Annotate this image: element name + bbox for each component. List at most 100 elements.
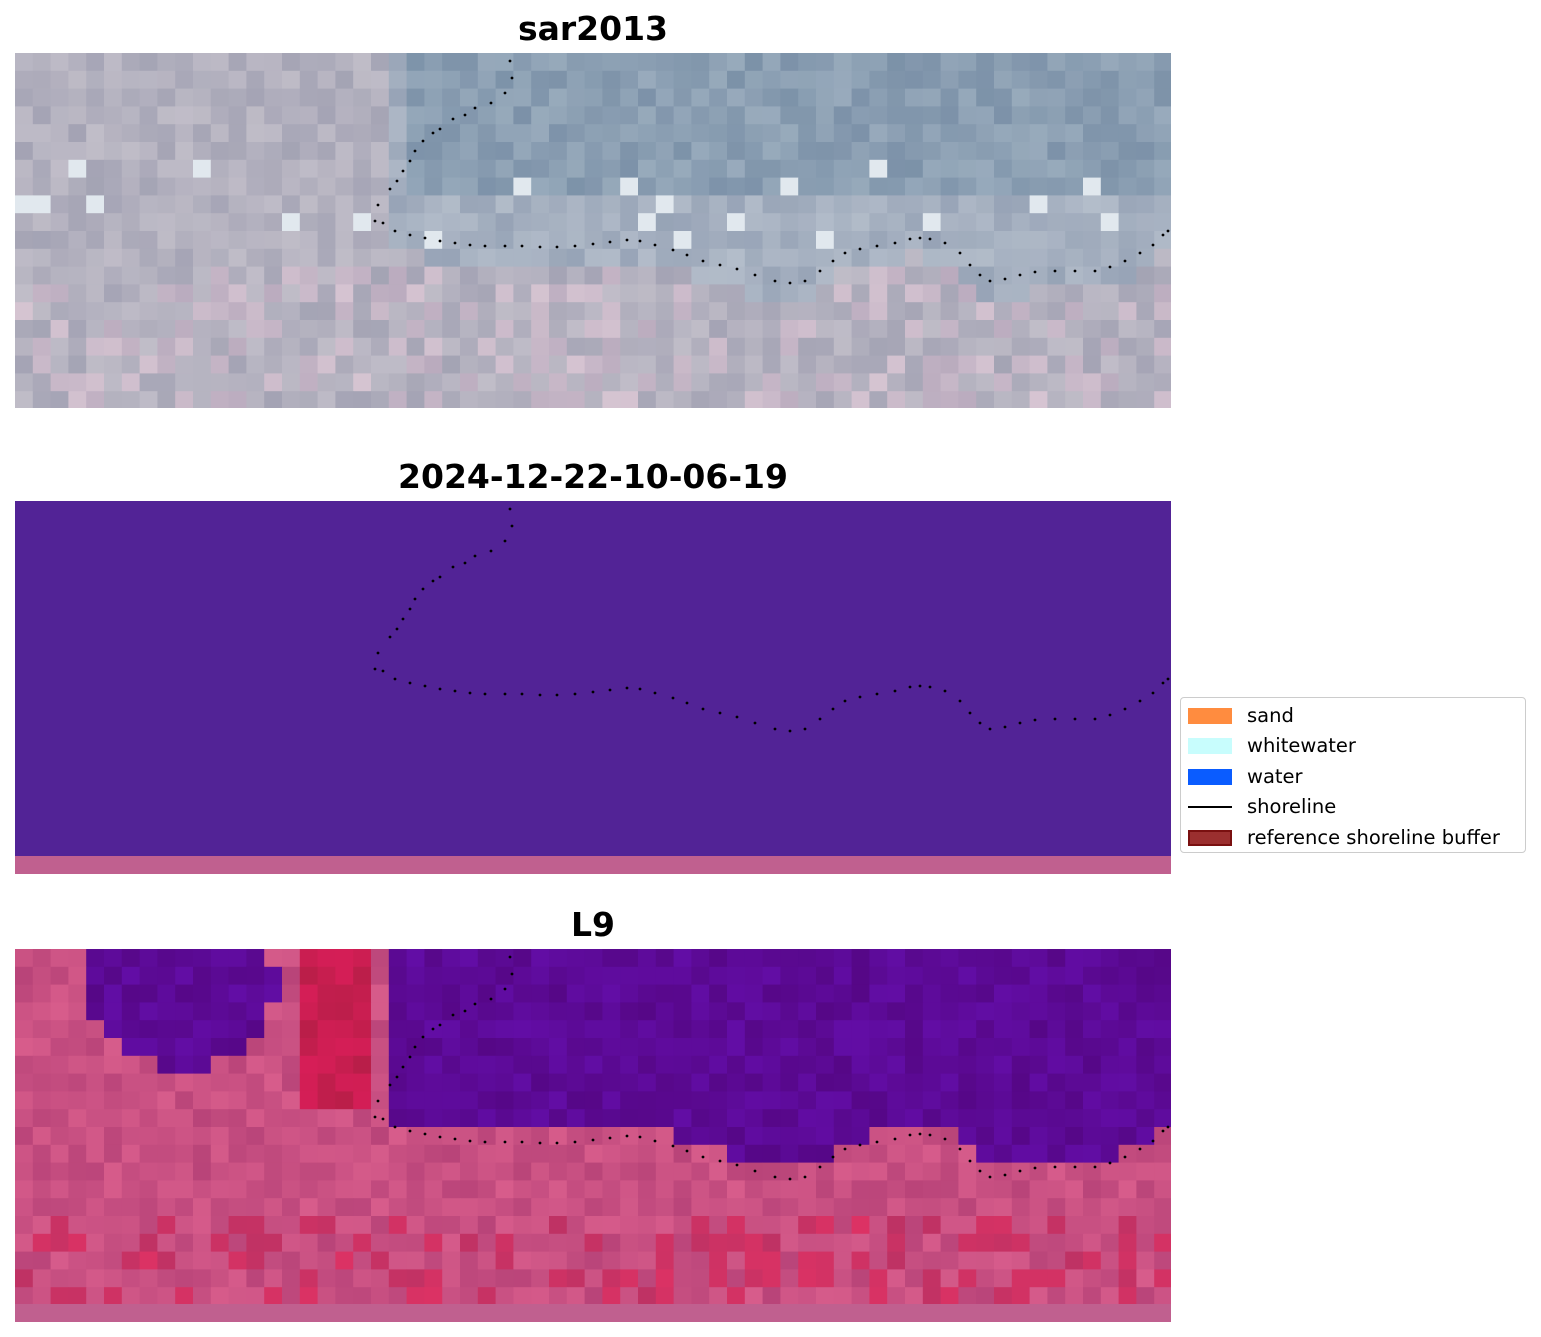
rgb-pixel <box>1118 391 1137 408</box>
index-pixel <box>15 984 34 1003</box>
index-pixel <box>228 1091 247 1110</box>
index-pixel <box>1065 1038 1084 1057</box>
index-pixel <box>691 984 710 1003</box>
index-pixel <box>762 949 781 968</box>
index-pixel <box>727 949 746 968</box>
shoreline-point <box>858 247 862 251</box>
index-pixel <box>477 1180 497 1199</box>
rgb-pixel <box>655 302 675 321</box>
index-pixel <box>68 1269 87 1288</box>
rgb-pixel <box>869 266 888 285</box>
index-pixel <box>798 1216 817 1235</box>
index-pixel <box>602 1180 621 1199</box>
index-pixel <box>1047 1109 1066 1128</box>
rgb-pixel <box>620 284 639 303</box>
index-pixel <box>994 1038 1013 1057</box>
rgb-pixel <box>15 88 34 107</box>
index-pixel <box>406 1162 425 1181</box>
rgb-pixel <box>1029 53 1048 72</box>
rgb-pixel <box>460 231 479 250</box>
index-pixel <box>851 1038 870 1057</box>
legend-label-reference-buffer: reference shoreline buffer <box>1247 825 1500 849</box>
rgb-pixel <box>1083 124 1102 143</box>
rgb-pixel <box>531 373 550 392</box>
index-pixel <box>940 1269 959 1288</box>
index-pixel <box>869 1162 888 1181</box>
rgb-pixel <box>780 231 799 250</box>
index-pixel <box>335 1162 354 1181</box>
index-pixel <box>104 1002 123 1021</box>
index-pixel <box>317 1251 336 1270</box>
index-pixel <box>104 1216 123 1235</box>
index-pixel <box>922 1127 942 1146</box>
index-pixel <box>157 1180 176 1199</box>
shoreline-point <box>875 244 879 248</box>
rgb-pixel <box>68 159 87 179</box>
rgb-pixel <box>104 337 123 357</box>
index-pixel <box>388 1055 408 1075</box>
rgb-pixel <box>566 231 586 250</box>
index-pixel <box>655 1002 675 1021</box>
rgb-pixel <box>1011 177 1031 196</box>
rgb-pixel <box>50 337 69 357</box>
index-pixel <box>121 1002 141 1021</box>
rgb-pixel <box>513 70 532 90</box>
index-pixel <box>388 984 408 1003</box>
index-pixel <box>1065 1127 1084 1146</box>
index-pixel <box>780 984 799 1003</box>
rgb-pixel <box>584 159 603 179</box>
rgb-pixel <box>50 159 69 179</box>
index-pixel <box>335 1055 354 1075</box>
rgb-pixel <box>638 266 657 285</box>
rgb-pixel <box>157 302 176 321</box>
index-pixel <box>1100 1180 1120 1199</box>
shoreline-point <box>555 245 559 249</box>
shoreline-point <box>421 1035 425 1039</box>
index-pixel <box>887 949 906 968</box>
shoreline-point <box>421 587 425 591</box>
rgb-pixel <box>673 53 692 72</box>
rgb-pixel <box>744 248 764 268</box>
index-pixel <box>175 1144 194 1164</box>
index-pixel <box>958 1127 977 1146</box>
rgb-pixel <box>299 355 319 374</box>
shoreline-point <box>395 627 399 631</box>
index-pixel <box>121 1216 141 1235</box>
index-pixel <box>566 1216 586 1235</box>
index-pixel <box>299 1216 319 1235</box>
rgb-pixel <box>193 142 212 161</box>
rgb-pixel <box>638 159 657 179</box>
rgb-pixel <box>282 337 301 357</box>
rgb-pixel <box>620 302 639 321</box>
index-pixel <box>282 1127 301 1146</box>
rgb-pixel <box>833 266 853 285</box>
rgb-pixel <box>442 231 461 250</box>
index-pixel <box>798 1198 817 1217</box>
rgb-pixel <box>1047 195 1066 214</box>
index-pixel <box>1011 1020 1031 1039</box>
index-pixel <box>833 1073 853 1092</box>
index-pixel <box>851 1127 870 1146</box>
index-pixel <box>299 1162 319 1181</box>
shoreline-point <box>608 688 612 692</box>
rgb-pixel <box>1029 213 1048 232</box>
index-pixel <box>798 1091 817 1110</box>
rgb-pixel <box>210 248 230 268</box>
rgb-pixel <box>833 70 853 90</box>
rgb-pixel <box>976 248 995 268</box>
rgb-pixel <box>602 320 621 339</box>
index-pixel <box>584 1127 603 1146</box>
rgb-pixel <box>549 70 568 90</box>
index-pixel <box>15 1233 34 1253</box>
index-pixel <box>139 1287 158 1306</box>
rgb-pixel <box>869 320 888 339</box>
index-pixel <box>566 1038 586 1057</box>
index-pixel <box>1118 1073 1137 1092</box>
index-pixel <box>905 1180 924 1199</box>
rgb-pixel <box>210 231 230 250</box>
index-pixel <box>477 949 497 968</box>
index-pixel <box>673 949 692 968</box>
index-pixel <box>335 1127 354 1146</box>
index-pixel <box>816 966 835 986</box>
index-pixel <box>371 1251 390 1270</box>
